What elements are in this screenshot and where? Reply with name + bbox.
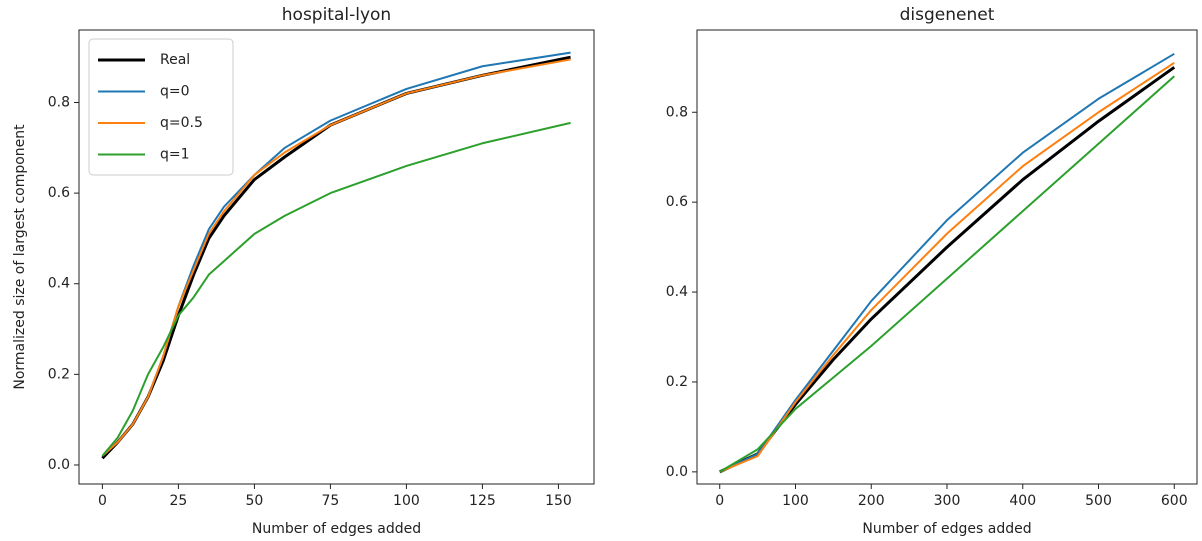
plot-frame — [78, 29, 595, 485]
y-tick-label: 0.6 — [48, 185, 70, 201]
legend-label: q=1 — [160, 147, 190, 163]
y-tick-label: 0.6 — [666, 194, 688, 210]
x-tick-label: 0 — [715, 493, 724, 509]
x-tick-label: 75 — [322, 493, 340, 509]
x-tick-label: 300 — [934, 493, 961, 509]
chart-title: disgenenet — [900, 5, 995, 25]
x-tick-label: 200 — [858, 493, 885, 509]
legend-label: Real — [160, 52, 190, 68]
legend-box — [88, 38, 234, 176]
x-tick-label: 25 — [169, 493, 187, 509]
x-axis-label: Number of edges added — [862, 521, 1031, 537]
series-line — [101, 58, 571, 457]
x-tick-label: 100 — [782, 493, 809, 509]
y-tick-label: 0.0 — [48, 457, 70, 473]
x-tick-label: 500 — [1085, 493, 1112, 509]
y-tick-label: 0.2 — [48, 366, 70, 382]
x-tick-label: 50 — [246, 493, 264, 509]
series-line — [101, 121, 571, 457]
x-tick-label: 0 — [98, 493, 107, 509]
plot-frame — [696, 29, 1198, 485]
y-axis-label: Normalized size of largest component — [12, 124, 28, 390]
x-tick-label: 100 — [393, 493, 420, 509]
x-tick-label: 400 — [1009, 493, 1036, 509]
x-tick-label: 125 — [469, 493, 496, 509]
x-tick-label: 600 — [1161, 493, 1188, 509]
series-line — [719, 75, 1175, 473]
legend-label: q=0.5 — [160, 115, 203, 131]
y-tick-label: 0.4 — [666, 284, 688, 300]
y-tick-label: 0.4 — [48, 276, 70, 292]
chart-title: hospital-lyon — [282, 5, 391, 25]
series-line — [719, 61, 1175, 473]
y-tick-label: 0.8 — [666, 104, 688, 120]
y-tick-label: 0.2 — [666, 374, 688, 390]
legend-label: q=0 — [160, 84, 190, 100]
y-tick-label: 0.8 — [48, 94, 70, 110]
x-tick-label: 150 — [545, 493, 572, 509]
x-axis-label: Number of edges added — [252, 521, 421, 537]
y-tick-label: 0.0 — [666, 464, 688, 480]
